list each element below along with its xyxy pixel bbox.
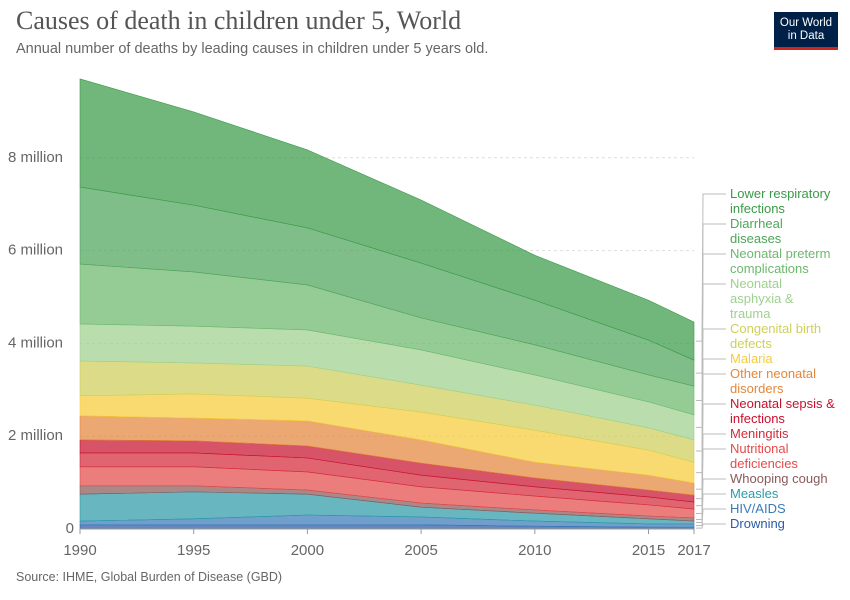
x-tick-label: 2000 bbox=[291, 542, 324, 559]
legend: Lower respiratory infections Diarrheal di… bbox=[730, 186, 836, 531]
y-tick-label: 6 million bbox=[8, 242, 63, 259]
legend-entry[interactable]: Malaria bbox=[730, 351, 773, 366]
x-tick-label: 1995 bbox=[177, 542, 210, 559]
legend-entry[interactable]: HIV/AIDS bbox=[730, 501, 786, 516]
legend-connector bbox=[696, 328, 726, 452]
chart-title: Causes of death in children under 5, Wor… bbox=[16, 6, 462, 35]
y-tick-label: 2 million bbox=[8, 427, 63, 444]
x-tick-label: 2015 bbox=[632, 542, 665, 559]
x-tick-label: 2010 bbox=[518, 542, 551, 559]
legend-connector bbox=[696, 523, 726, 529]
legend-entry[interactable]: Neonatal asphyxia & trauma bbox=[730, 276, 794, 321]
x-tick-label: 2005 bbox=[404, 542, 437, 559]
legend-entry[interactable]: Neonatal sepsis & infections bbox=[730, 396, 835, 426]
y-tick-label: 4 million bbox=[8, 334, 63, 351]
legend-entry[interactable]: Meningitis bbox=[730, 426, 789, 441]
x-tick-label: 1990 bbox=[63, 542, 96, 559]
legend-entry[interactable]: Whooping cough bbox=[730, 471, 828, 486]
legend-connector bbox=[696, 253, 726, 401]
legend-connector bbox=[696, 373, 726, 490]
source-note: Source: IHME, Global Burden of Disease (… bbox=[16, 570, 283, 584]
legend-connector bbox=[696, 193, 726, 342]
legend-entry[interactable]: Diarrheal diseases bbox=[730, 216, 783, 246]
chart-subtitle: Annual number of deaths by leading cause… bbox=[16, 41, 489, 57]
legend-entry[interactable]: Congenital birth defects bbox=[730, 321, 822, 351]
y-tick-label: 0 bbox=[66, 520, 74, 537]
x-tick-label: 2017 bbox=[677, 542, 710, 559]
legend-connector bbox=[696, 493, 726, 524]
legend-entry[interactable]: Nutritional deficiencies bbox=[730, 441, 798, 471]
legend-connector bbox=[696, 223, 726, 374]
legend-entry[interactable]: Drowning bbox=[730, 516, 785, 531]
legend-entry[interactable]: Neonatal preterm complications bbox=[730, 246, 831, 276]
legend-connector bbox=[696, 448, 726, 514]
logo[interactable]: Our World in Data bbox=[774, 12, 838, 50]
legend-entry[interactable]: Lower respiratory infections bbox=[730, 186, 831, 216]
legend-entry[interactable]: Other neonatal disorders bbox=[730, 366, 817, 396]
legend-connector bbox=[696, 433, 726, 507]
areas bbox=[79, 78, 695, 530]
legend-connector bbox=[696, 283, 726, 428]
legend-connector bbox=[696, 508, 726, 527]
legend-connector bbox=[696, 358, 726, 474]
area bbox=[79, 78, 695, 361]
legend-entry[interactable]: Measles bbox=[730, 486, 779, 501]
y-tick-label: 8 million bbox=[8, 149, 63, 166]
